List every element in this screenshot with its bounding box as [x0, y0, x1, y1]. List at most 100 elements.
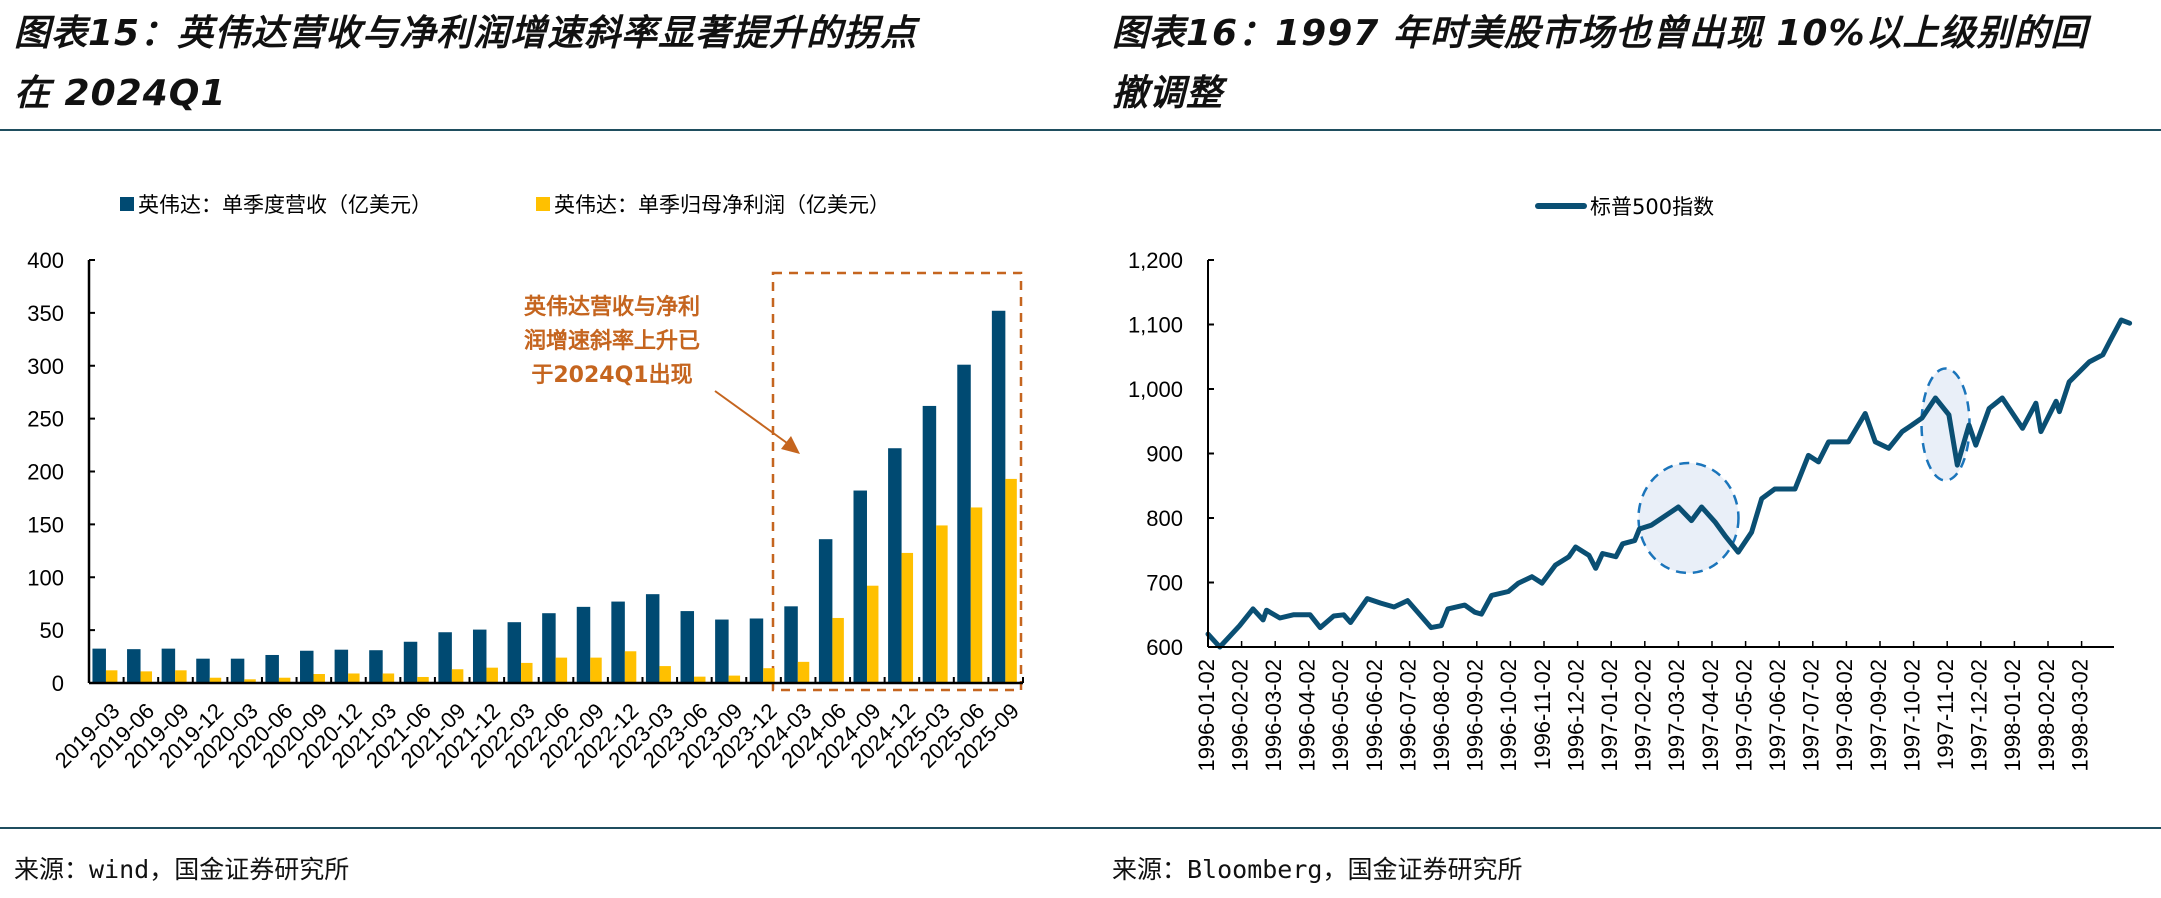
x-tick-label-right: 1997-05-02 [1731, 659, 1756, 772]
y-tick-label-left: 400 [27, 248, 64, 273]
source-note-left: 来源：wind，国金证券研究所 [14, 855, 350, 884]
bar-revenue-2023-06 [680, 611, 695, 683]
y-tick-label-left: 200 [27, 460, 64, 485]
bar-profit-2019-03 [105, 670, 118, 683]
x-tick-label-right: 1997-12-02 [1967, 659, 1992, 772]
bar-revenue-2025-03 [922, 405, 937, 683]
annotation-text-line: 于2024Q1出现 [531, 363, 692, 388]
annotation-text-line: 润增速斜率上升已 [524, 328, 700, 354]
bar-revenue-2024-12 [888, 448, 902, 683]
bar-profit-2020-12 [348, 673, 360, 683]
x-tick-label-right: 1996-01-02 [1194, 659, 1219, 772]
legend-swatch-revenue [120, 197, 134, 211]
bar-revenue-2021-06 [403, 641, 418, 683]
legend-swatch-profit [536, 197, 550, 211]
x-tick-label-right: 1997-11-02 [1933, 659, 1958, 770]
bar-revenue-2024-03 [784, 606, 798, 683]
bar-profit-2022-06 [555, 657, 568, 683]
x-tick-label-right: 1996-04-02 [1295, 659, 1320, 772]
bar-revenue-2023-03 [645, 594, 660, 683]
bar-profit-2022-03 [521, 662, 533, 683]
bar-profit-2019-12 [209, 677, 222, 683]
bar-profit-2024-09 [866, 585, 879, 683]
bar-revenue-2020-09 [300, 650, 314, 683]
y-tick-label-left: 0 [52, 671, 64, 696]
x-tick-label-right: 1996-05-02 [1328, 659, 1353, 772]
x-tick-label-right: 1996-07-02 [1395, 659, 1420, 772]
bar-revenue-2020-06 [265, 654, 279, 683]
y-tick-label-left: 100 [27, 565, 64, 590]
x-tick-label-right: 1996-08-02 [1429, 659, 1454, 772]
chart-title-right: 图表16：1997 年时美股市场也曾出现 10%以上级别的回 撤调整 [1112, 4, 2152, 124]
bar-revenue-2024-09 [853, 490, 867, 683]
x-tick-label-right: 1997-08-02 [1832, 659, 1857, 772]
bar-profit-2019-06 [140, 671, 153, 683]
chart-title-right-line2: 撤调整 [1112, 73, 1224, 114]
bar-profit-2023-12 [763, 668, 775, 683]
x-tick-label-right: 1996-10-02 [1496, 659, 1521, 772]
bar-revenue-2021-12 [472, 629, 487, 683]
y-tick-label-right: 800 [1146, 506, 1183, 531]
bar-profit-2025-09 [1005, 478, 1017, 683]
x-tick-label-right: 1997-06-02 [1765, 659, 1790, 772]
x-tick-label-right: 1997-07-02 [1799, 659, 1824, 772]
bar-profit-2022-12 [624, 651, 637, 683]
highlight-box-2024q1 [771, 271, 1023, 692]
bar-revenue-2022-12 [611, 601, 625, 683]
y-tick-label-left: 250 [27, 407, 64, 432]
x-tick-label-right: 1996-09-02 [1463, 659, 1488, 772]
legend-label-revenue: 英伟达：单季度营收（亿美元） [138, 193, 432, 217]
bar-profit-2020-06 [278, 677, 291, 683]
y-tick-label-right: 700 [1146, 571, 1183, 596]
annotation-arrowhead-icon [781, 436, 800, 454]
bar-revenue-2020-03 [230, 658, 245, 683]
bar-revenue-2025-06 [957, 364, 971, 683]
y-tick-label-left: 50 [40, 618, 64, 643]
x-tick-label-right: 1996-06-02 [1362, 659, 1387, 772]
bar-profit-2021-03 [382, 673, 395, 683]
bar-revenue-2019-09 [161, 648, 176, 683]
bar-profit-2020-03 [244, 679, 256, 683]
bar-profit-2021-06 [417, 676, 429, 683]
x-tick-label-right: 1996-12-02 [1563, 659, 1588, 772]
bar-revenue-2020-12 [334, 649, 349, 683]
x-tick-label-right: 1997-04-02 [1698, 659, 1723, 772]
x-tick-label-right: 1997-10-02 [1899, 659, 1924, 772]
bar-profit-2024-03 [797, 661, 810, 683]
chart-title-left-line2: 在 2024Q1 [14, 73, 227, 114]
y-tick-label-right: 1,100 [1128, 313, 1183, 338]
bar-revenue-2025-09 [991, 310, 1006, 683]
y-tick-label-left: 300 [27, 354, 64, 379]
x-tick-label-right: 1998-03-02 [2067, 659, 2092, 772]
bar-revenue-2023-12 [749, 618, 764, 683]
bar-profit-2019-09 [175, 670, 187, 683]
bar-revenue-2022-09 [576, 606, 591, 683]
bar-revenue-2019-12 [196, 658, 210, 683]
bar-profit-2025-03 [936, 525, 948, 683]
annotation-arrow-line [714, 390, 788, 444]
x-tick-label-right: 1996-03-02 [1261, 659, 1286, 772]
bar-profit-2023-03 [659, 666, 671, 683]
x-tick-label-right: 1998-02-02 [2034, 659, 2059, 772]
bar-revenue-2021-03 [369, 650, 383, 683]
y-tick-label-right: 1,200 [1128, 248, 1183, 273]
bar-profit-2024-06 [832, 617, 844, 683]
bar-profit-2021-09 [451, 669, 464, 683]
source-note-right: 来源：Bloomberg，国金证券研究所 [1112, 855, 1523, 884]
bar-revenue-2021-09 [438, 632, 452, 683]
bar-profit-2020-09 [313, 674, 325, 683]
x-tick-label-right: 1996-02-02 [1227, 659, 1252, 772]
x-tick-label-right: 1997-03-02 [1664, 659, 1689, 772]
chart-title-left-line1: 图表15：英伟达营收与净利润增速斜率显著提升的拐点 [14, 13, 918, 54]
y-tick-label-right: 900 [1146, 442, 1183, 467]
bar-profit-2021-12 [486, 667, 498, 683]
legend-label-sp500: 标普500指数 [1590, 195, 1714, 219]
legend-label-profit: 英伟达：单季归母净利润（亿美元） [554, 193, 890, 217]
x-tick-label-right: 1997-01-02 [1597, 659, 1622, 772]
y-tick-label-left: 150 [27, 512, 64, 537]
bar-revenue-2023-09 [715, 619, 729, 683]
bar-profit-2023-06 [694, 676, 706, 683]
title-divider [0, 129, 2161, 131]
x-tick-label-right: 1998-01-02 [2000, 659, 2025, 772]
